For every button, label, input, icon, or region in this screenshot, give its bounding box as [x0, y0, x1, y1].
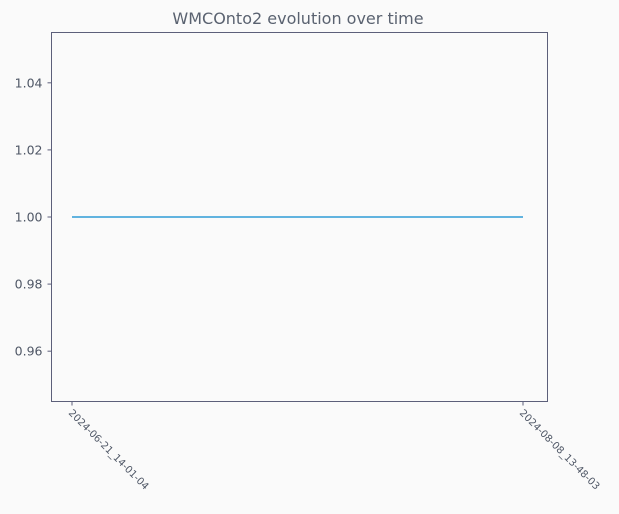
chart-title: WMCOnto2 evolution over time	[172, 9, 423, 28]
x-tick-label: 2024-08-08_13-48-03	[517, 408, 602, 493]
y-axis: 0.96 0.98 1.00 1.02 1.04	[15, 75, 52, 359]
x-axis: 2024-06-21_14-01-04 2024-08-08_13-48-03	[66, 401, 602, 493]
y-tick-label: 1.04	[15, 75, 43, 90]
y-tick-label: 0.96	[15, 344, 43, 359]
y-tick-label: 1.02	[15, 142, 43, 157]
x-tick-label: 2024-06-21_14-01-04	[66, 408, 151, 493]
y-tick-label: 0.98	[15, 277, 43, 292]
y-tick-label: 1.00	[15, 210, 43, 225]
